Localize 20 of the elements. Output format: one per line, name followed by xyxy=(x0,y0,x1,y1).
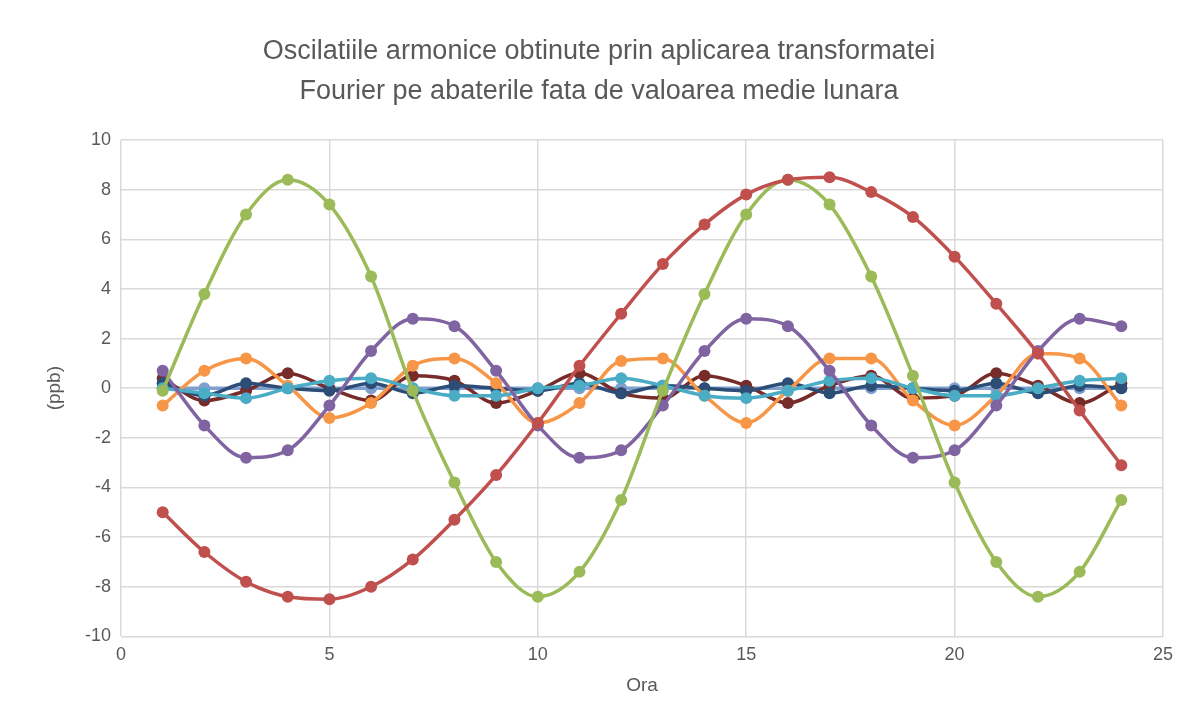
x-tick-label: 10 xyxy=(527,644,548,665)
y-tick-label: 8 xyxy=(101,178,112,199)
y-tick-label: 6 xyxy=(101,228,112,249)
y-tick-label: 0 xyxy=(101,377,112,398)
x-tick-label: 15 xyxy=(736,644,757,665)
x-tick-label: 25 xyxy=(1152,644,1174,665)
y-tick-label: 2 xyxy=(101,327,112,348)
y-tick-label: 10 xyxy=(90,128,112,149)
chart-title: Oscilatiile armonice obtinute prin aplicarea transformatei Fourier pe abaterile fata de valoarea medie lunara xyxy=(262,34,936,105)
y-axis-title: (ppb) xyxy=(43,366,64,411)
x-tick-label: 0 xyxy=(116,644,127,665)
y-tick-label: -6 xyxy=(95,526,112,547)
y-tick-label: -10 xyxy=(85,625,112,646)
y-tick-label: -4 xyxy=(95,476,112,497)
x-tick-label: 20 xyxy=(944,644,965,665)
y-tick-label: -2 xyxy=(95,426,112,447)
y-tick-label: 4 xyxy=(101,277,112,298)
x-axis-title: Ora xyxy=(626,674,659,696)
y-tick-label: -8 xyxy=(95,575,112,596)
x-tick-label: 5 xyxy=(324,644,335,665)
